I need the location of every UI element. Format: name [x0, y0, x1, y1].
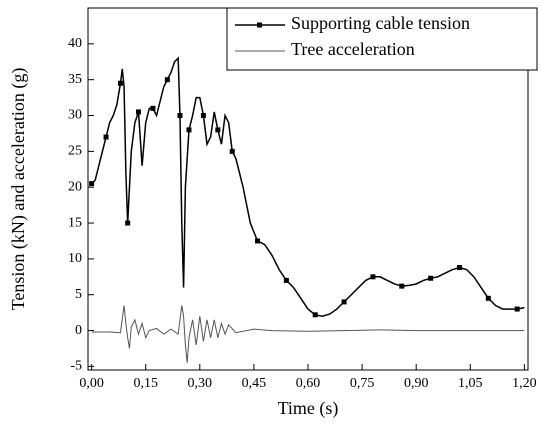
y-tick-label: 15	[68, 215, 82, 230]
series-marker	[283, 277, 289, 283]
series-marker	[125, 220, 131, 226]
series-marker	[164, 77, 170, 83]
series-marker	[103, 134, 109, 140]
series-marker	[341, 299, 347, 305]
x-tick-label: 0,60	[296, 376, 321, 391]
legend-box	[226, 7, 538, 71]
y-tick-label: 0	[75, 323, 82, 338]
legend-label: Supporting cable tension	[291, 13, 470, 33]
y-tick-label: 10	[68, 251, 82, 266]
series-marker	[186, 127, 192, 133]
y-tick-label: -5	[70, 359, 82, 374]
series-marker	[428, 275, 434, 281]
series-marker	[399, 283, 405, 289]
series-marker	[255, 238, 261, 244]
series-marker	[177, 113, 183, 119]
y-tick-label: 40	[68, 36, 82, 51]
series-marker	[135, 109, 141, 115]
x-tick-label: 0,00	[79, 376, 104, 391]
y-tick-label: 30	[68, 108, 82, 123]
x-tick-label: 1,05	[458, 376, 483, 391]
series-marker	[200, 113, 206, 119]
x-tick-label: 0,30	[188, 376, 213, 391]
series-marker	[229, 148, 235, 154]
x-tick-label: 0,75	[350, 376, 375, 391]
x-tick-label: 0,45	[242, 376, 267, 391]
x-axis-label: Time (s)	[278, 398, 339, 419]
legend-marker	[257, 22, 262, 28]
series-marker	[514, 306, 520, 312]
x-tick-label: 0,90	[404, 376, 429, 391]
series-marker	[89, 181, 95, 187]
series-marker	[370, 274, 376, 280]
legend-label: Tree acceleration	[291, 39, 415, 59]
series-line	[91, 56, 525, 318]
y-tick-label: 20	[68, 179, 82, 194]
series-marker	[117, 80, 123, 86]
series-marker	[485, 295, 491, 301]
series-line	[91, 305, 525, 363]
x-tick-label: 1,20	[512, 376, 537, 391]
series-marker	[215, 127, 221, 133]
y-tick-label: 35	[68, 72, 82, 87]
series-marker	[312, 312, 318, 318]
x-tick-label: 0,15	[133, 376, 158, 391]
y-tick-label: 5	[75, 287, 82, 302]
series-marker	[150, 105, 156, 111]
y-tick-label: 25	[68, 144, 82, 159]
series-marker	[456, 264, 462, 270]
y-axis-label: Tension (kN) and acceleration (g)	[8, 68, 29, 311]
